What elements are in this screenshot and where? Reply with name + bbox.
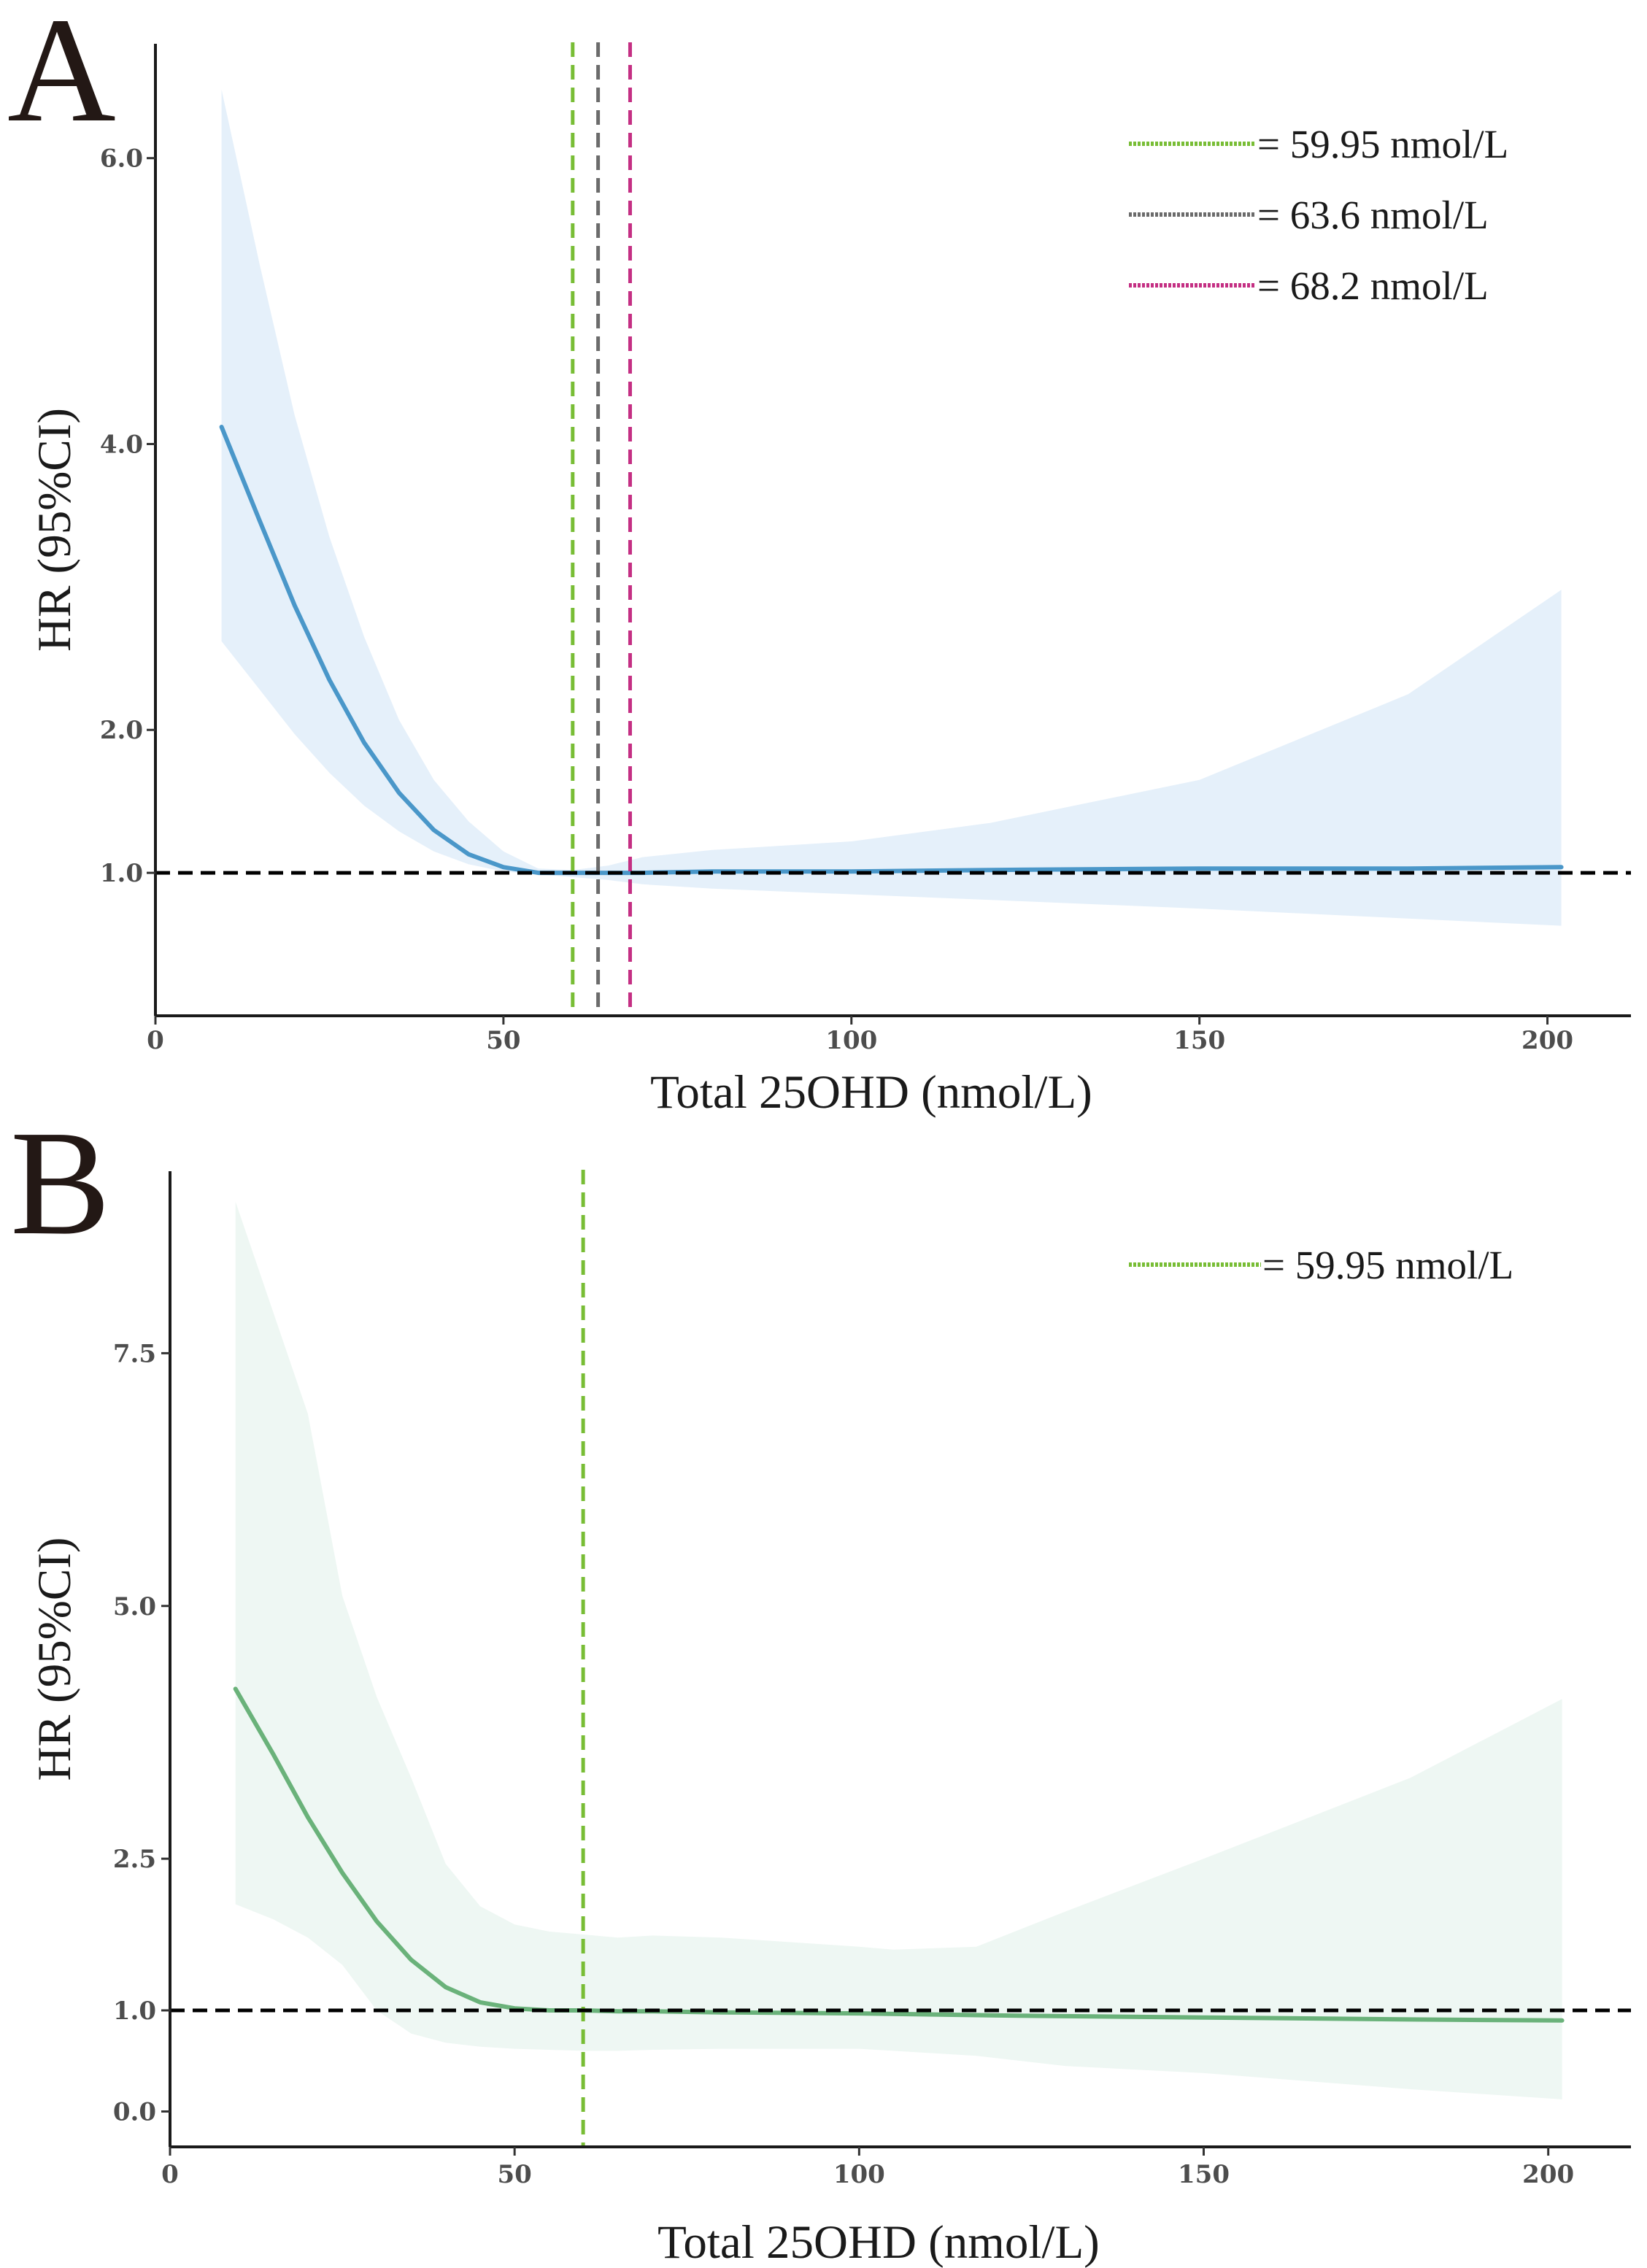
panel-a: A 0 50 100 150 200 1.0 2.0 4.0 6.0 Total 25OHD (nm… xyxy=(7,0,1631,1119)
panel-label: B xyxy=(10,1099,110,1266)
legend-label: = 59.95 nmol/L xyxy=(1262,1243,1513,1287)
x-tick-label: 0 xyxy=(147,1026,164,1055)
legend-label: = 63.6 nmol/L xyxy=(1257,193,1489,237)
confidence-band xyxy=(221,89,1562,926)
x-tick-label: 200 xyxy=(1521,1026,1573,1055)
legend-label: = 59.95 nmol/L xyxy=(1257,122,1508,166)
panel-b: B 0 50 100 150 200 0.0 1.0 2.5 5.0 7.5 Total 25OHD … xyxy=(10,1099,1631,2268)
legend: = 59.95 nmol/L xyxy=(1129,1243,1513,1287)
x-axis-title: Total 25OHD (nmol/L) xyxy=(650,1066,1092,1119)
y-tick-label: 4.0 xyxy=(100,430,143,459)
legend: = 59.95 nmol/L = 63.6 nmol/L = 68.2 nmol/L xyxy=(1129,122,1508,308)
y-tick-label: 0.0 xyxy=(113,2098,156,2127)
x-tick-label: 200 xyxy=(1522,2160,1574,2189)
x-tick-label: 50 xyxy=(486,1026,520,1055)
x-tick-label: 50 xyxy=(498,2160,532,2189)
panel-label: A xyxy=(7,0,116,153)
legend-label: = 68.2 nmol/L xyxy=(1257,263,1489,308)
x-axis-title: Total 25OHD (nmol/L) xyxy=(657,2216,1100,2268)
hr-curve xyxy=(219,425,1564,876)
x-tick-label: 150 xyxy=(1178,2160,1230,2189)
y-axis-title: HR (95%CI) xyxy=(28,408,81,652)
confidence-band xyxy=(235,1201,1562,2099)
hr-curve xyxy=(233,1686,1565,2023)
y-tick-label: 1.0 xyxy=(100,859,143,888)
y-tick-label: 7.5 xyxy=(113,1339,156,1368)
y-tick-label: 2.5 xyxy=(113,1845,156,1874)
y-axis-title: HR (95%CI) xyxy=(28,1538,81,1781)
x-tick-label: 100 xyxy=(825,1026,877,1055)
y-tick-label: 5.0 xyxy=(113,1592,156,1621)
x-tick-label: 100 xyxy=(833,2160,885,2189)
y-tick-label: 6.0 xyxy=(100,144,143,174)
x-tick-label: 0 xyxy=(161,2160,179,2189)
x-tick-label: 150 xyxy=(1173,1026,1225,1055)
y-tick-label: 2.0 xyxy=(100,716,143,745)
y-tick-label: 1.0 xyxy=(113,1997,156,2026)
